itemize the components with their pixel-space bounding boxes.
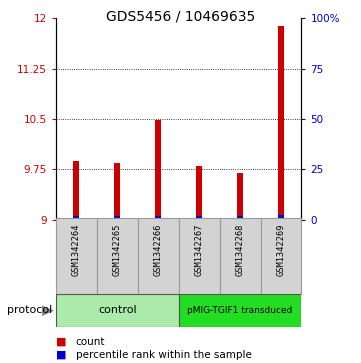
Bar: [261, 218, 301, 294]
Text: count: count: [76, 337, 105, 347]
Bar: [114, 216, 120, 220]
Bar: [97, 218, 138, 294]
Bar: [73, 161, 79, 220]
Bar: [155, 120, 161, 220]
Text: GSM1342265: GSM1342265: [113, 224, 122, 276]
Bar: [56, 294, 179, 327]
Text: GSM1342268: GSM1342268: [236, 224, 244, 276]
Bar: [237, 173, 243, 220]
Text: protocol: protocol: [7, 305, 52, 315]
Bar: [196, 166, 202, 220]
Bar: [278, 215, 284, 220]
Polygon shape: [42, 305, 54, 316]
Bar: [114, 163, 120, 220]
Text: GSM1342264: GSM1342264: [72, 224, 81, 276]
Text: ■: ■: [56, 337, 66, 347]
Bar: [237, 216, 243, 220]
Bar: [138, 218, 179, 294]
Text: percentile rank within the sample: percentile rank within the sample: [76, 350, 252, 360]
Text: GDS5456 / 10469635: GDS5456 / 10469635: [106, 9, 255, 23]
Bar: [73, 216, 79, 220]
Bar: [179, 218, 219, 294]
Text: GSM1342267: GSM1342267: [195, 224, 204, 276]
Bar: [219, 218, 261, 294]
Text: GSM1342269: GSM1342269: [277, 224, 286, 276]
Text: ■: ■: [56, 350, 66, 360]
Text: pMIG-TGIF1 transduced: pMIG-TGIF1 transduced: [187, 306, 293, 315]
Bar: [278, 26, 284, 220]
Bar: [179, 294, 301, 327]
Bar: [155, 216, 161, 220]
Bar: [196, 216, 202, 220]
Text: GSM1342266: GSM1342266: [154, 224, 163, 276]
Text: control: control: [98, 305, 136, 315]
Bar: [56, 218, 97, 294]
